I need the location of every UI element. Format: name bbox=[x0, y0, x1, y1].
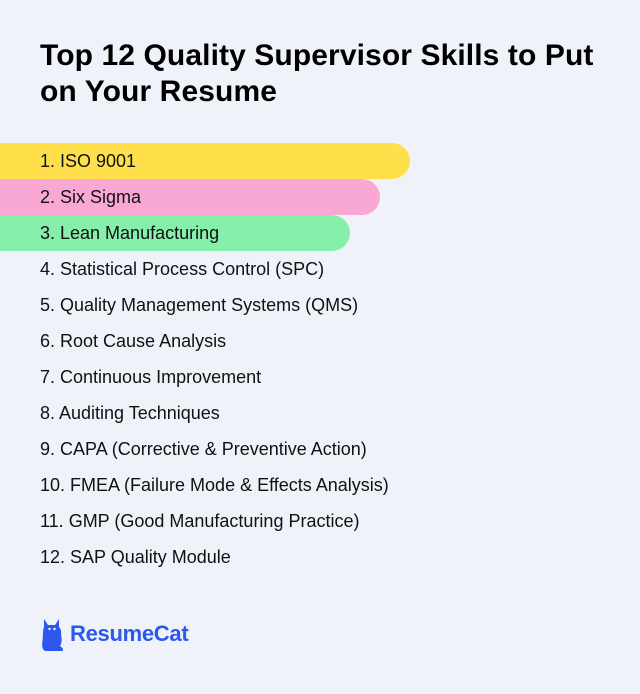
skill-item-3: 3. Lean Manufacturing bbox=[0, 215, 350, 251]
skill-item-9: 9. CAPA (Corrective & Preventive Action) bbox=[40, 439, 367, 459]
skills-list: 1. ISO 9001 2. Six Sigma 3. Lean Manufac… bbox=[0, 143, 640, 575]
skill-item-1: 1. ISO 9001 bbox=[0, 143, 410, 179]
skill-item-11: 11. GMP (Good Manufacturing Practice) bbox=[40, 511, 360, 531]
brand-name: ResumeCat bbox=[70, 621, 189, 646]
page-title: Top 12 Quality Supervisor Skills to Put … bbox=[40, 39, 594, 108]
brand-logo: ResumeCat bbox=[40, 614, 189, 654]
skill-item-6: 6. Root Cause Analysis bbox=[40, 331, 227, 351]
skill-item-2: 2. Six Sigma bbox=[0, 179, 380, 215]
skill-item-7: 7. Continuous Improvement bbox=[40, 367, 262, 387]
skill-item-10: 10. FMEA (Failure Mode & Effects Analysi… bbox=[40, 475, 389, 495]
skill-item-12: 12. SAP Quality Module bbox=[40, 547, 231, 567]
skill-item-5: 5. Quality Management Systems (QMS) bbox=[40, 295, 359, 315]
cat-icon bbox=[42, 619, 63, 652]
skill-item-8: 8. Auditing Techniques bbox=[40, 403, 220, 423]
skill-item-4: 4. Statistical Process Control (SPC) bbox=[40, 259, 325, 279]
